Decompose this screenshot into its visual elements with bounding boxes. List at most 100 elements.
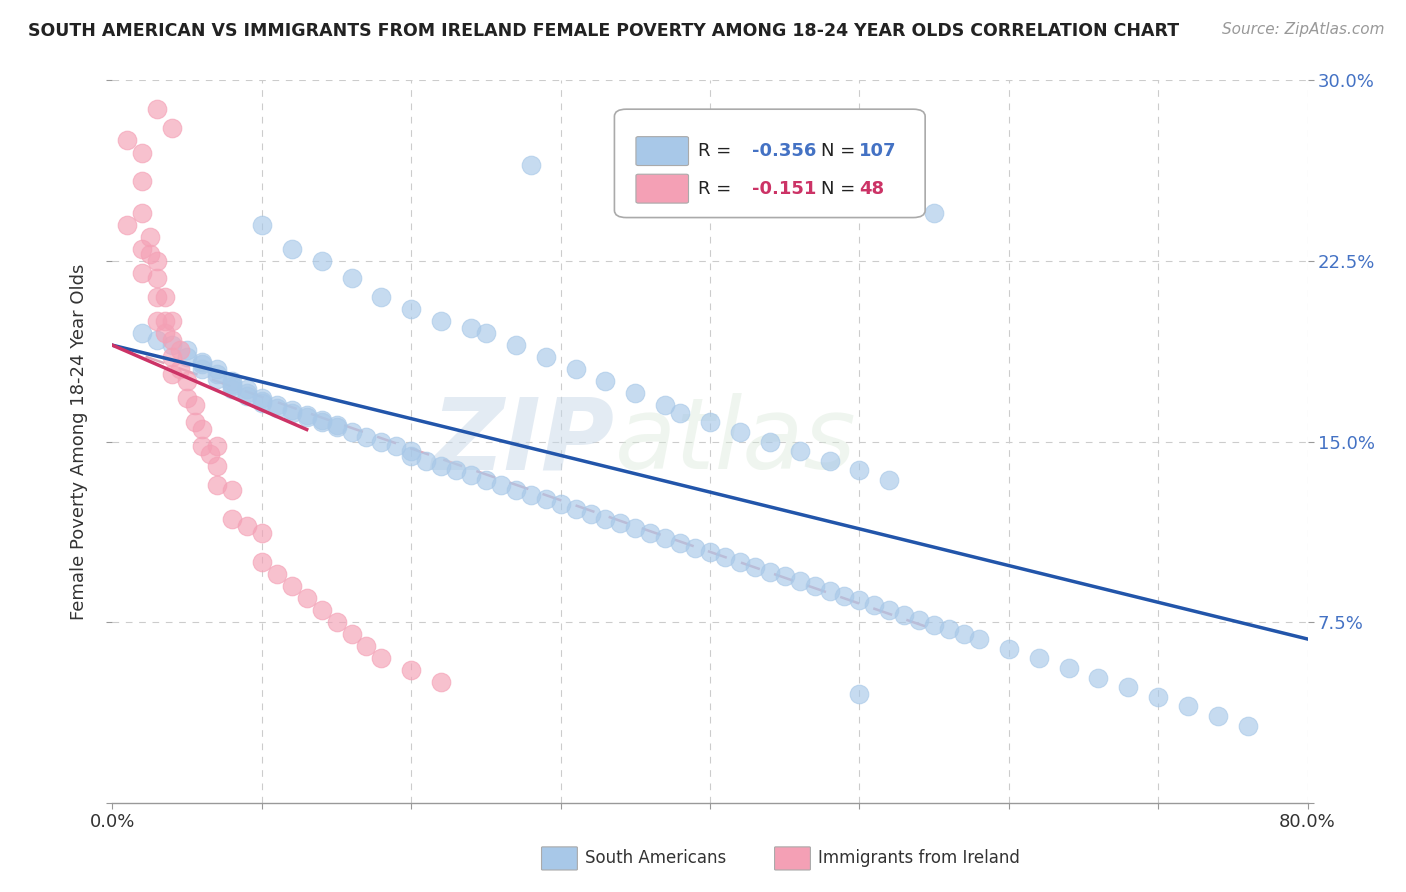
Point bbox=[370, 651, 392, 665]
Point bbox=[139, 246, 162, 260]
Point bbox=[922, 617, 945, 632]
Point bbox=[191, 422, 214, 436]
Point bbox=[221, 379, 243, 393]
Point bbox=[370, 434, 392, 449]
Point bbox=[146, 290, 169, 304]
Point bbox=[191, 362, 214, 376]
Point bbox=[191, 358, 214, 372]
Point bbox=[818, 583, 841, 598]
Point bbox=[250, 396, 273, 410]
Point bbox=[205, 367, 228, 381]
Point bbox=[550, 497, 572, 511]
Point bbox=[938, 623, 960, 637]
Point bbox=[579, 507, 602, 521]
Point bbox=[430, 675, 453, 690]
Point bbox=[654, 531, 676, 545]
Point bbox=[162, 367, 183, 381]
Point bbox=[803, 579, 825, 593]
Point bbox=[236, 386, 259, 401]
Point bbox=[295, 410, 318, 425]
Text: -0.356: -0.356 bbox=[752, 142, 817, 160]
Point bbox=[669, 406, 692, 420]
Point bbox=[714, 550, 737, 565]
Point bbox=[205, 478, 228, 492]
Point bbox=[1147, 690, 1170, 704]
Point bbox=[1087, 671, 1109, 685]
Point bbox=[699, 545, 721, 559]
Point bbox=[908, 613, 931, 627]
Point bbox=[325, 420, 347, 434]
Point bbox=[534, 350, 557, 364]
Point bbox=[295, 591, 318, 605]
Point bbox=[131, 174, 153, 188]
Point bbox=[131, 266, 153, 280]
Point bbox=[460, 321, 482, 335]
Text: R =: R = bbox=[699, 142, 737, 160]
FancyBboxPatch shape bbox=[636, 136, 689, 166]
Point bbox=[654, 398, 676, 412]
Point bbox=[205, 458, 228, 473]
Point bbox=[205, 362, 228, 376]
Point bbox=[205, 439, 228, 453]
Point bbox=[250, 391, 273, 405]
Point bbox=[415, 454, 437, 468]
Point bbox=[250, 555, 273, 569]
Point bbox=[295, 408, 318, 422]
Point bbox=[117, 133, 139, 147]
Point bbox=[266, 567, 288, 582]
Point bbox=[325, 615, 347, 630]
Point bbox=[311, 415, 333, 429]
Point bbox=[789, 574, 811, 589]
Point bbox=[534, 492, 557, 507]
Point bbox=[266, 401, 288, 415]
Point bbox=[221, 374, 243, 388]
Point bbox=[139, 230, 162, 244]
Point bbox=[266, 398, 288, 412]
Text: South Americans: South Americans bbox=[585, 849, 725, 867]
Point bbox=[131, 205, 153, 219]
Point bbox=[221, 483, 243, 497]
Point bbox=[162, 314, 183, 328]
Point bbox=[205, 372, 228, 386]
Point bbox=[250, 218, 273, 232]
Point bbox=[153, 314, 176, 328]
Point bbox=[1057, 661, 1080, 675]
Point bbox=[176, 343, 198, 357]
Point bbox=[1206, 709, 1229, 723]
Point bbox=[967, 632, 990, 646]
Point bbox=[191, 439, 214, 453]
Text: Source: ZipAtlas.com: Source: ZipAtlas.com bbox=[1222, 22, 1385, 37]
Point bbox=[430, 314, 453, 328]
Point bbox=[595, 374, 617, 388]
Point bbox=[176, 350, 198, 364]
Point bbox=[169, 362, 191, 376]
Point bbox=[311, 253, 333, 268]
Point bbox=[198, 446, 221, 460]
Point bbox=[818, 454, 841, 468]
Point bbox=[460, 468, 482, 483]
Point bbox=[728, 555, 751, 569]
Point bbox=[356, 430, 378, 444]
Point bbox=[325, 417, 347, 432]
Point bbox=[385, 439, 408, 453]
Point bbox=[250, 393, 273, 408]
Point bbox=[624, 521, 647, 535]
Point bbox=[401, 449, 423, 463]
Point bbox=[564, 502, 586, 516]
Point bbox=[146, 334, 169, 348]
Point bbox=[953, 627, 976, 641]
Point bbox=[728, 425, 751, 439]
Point bbox=[759, 434, 782, 449]
Point bbox=[311, 413, 333, 427]
Point bbox=[281, 406, 304, 420]
Point bbox=[131, 326, 153, 340]
Point bbox=[162, 338, 183, 352]
Point bbox=[564, 362, 586, 376]
Point bbox=[191, 355, 214, 369]
Text: 107: 107 bbox=[859, 142, 897, 160]
Point bbox=[1177, 699, 1199, 714]
Point bbox=[183, 415, 205, 429]
Point bbox=[169, 343, 191, 357]
Point bbox=[520, 487, 543, 501]
Point bbox=[475, 326, 498, 340]
